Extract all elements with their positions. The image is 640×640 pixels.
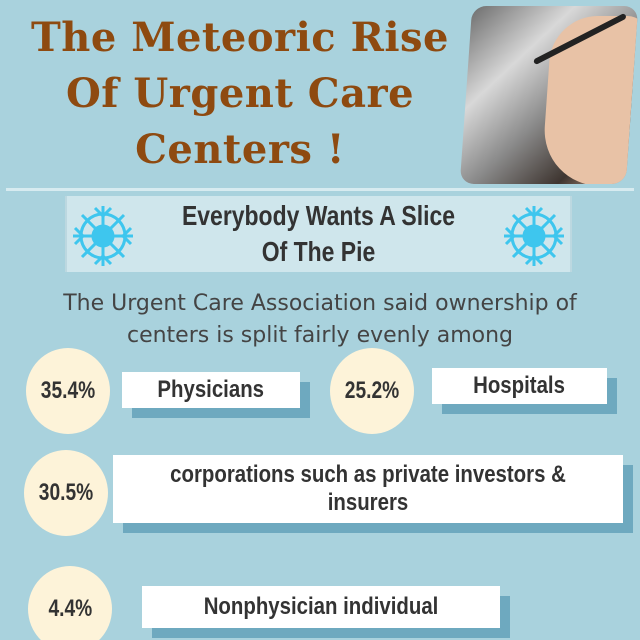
label-box: Nonphysician individual bbox=[142, 586, 500, 628]
title-line: Centers ! bbox=[135, 126, 345, 173]
percent-value: 25.2% bbox=[344, 377, 400, 404]
percent-circle: 30.5% bbox=[24, 450, 108, 536]
banner-line: Of The Pie bbox=[261, 236, 376, 267]
percent-value: 35.4% bbox=[40, 377, 96, 404]
label-box: corporations such as private investors &… bbox=[113, 455, 623, 523]
label-box: Physicians bbox=[122, 372, 300, 408]
ownership-label: corporations such as private investors &… bbox=[170, 461, 566, 516]
percent-circle: 4.4% bbox=[28, 566, 112, 640]
section-banner: Everybody Wants A Slice Of The Pie bbox=[65, 196, 572, 272]
snowflake-icon bbox=[504, 206, 564, 266]
percent-circle: 25.2% bbox=[330, 348, 414, 434]
snowflake-icon bbox=[73, 206, 133, 266]
title-line: The Meteoric Rise bbox=[30, 14, 449, 61]
label-box: Hospitals bbox=[432, 368, 607, 404]
ownership-label: Hospitals bbox=[473, 372, 566, 399]
ownership-label: Nonphysician individual bbox=[203, 593, 439, 620]
banner-heading: Everybody Wants A Slice Of The Pie bbox=[112, 198, 524, 270]
intro-line: The Urgent Care Association said ownersh… bbox=[63, 291, 577, 316]
divider bbox=[6, 188, 634, 191]
percent-value: 30.5% bbox=[38, 479, 94, 506]
hand-image bbox=[540, 16, 639, 184]
banner-line: Everybody Wants A Slice bbox=[181, 200, 456, 231]
tablet-stethoscope-photo bbox=[459, 6, 639, 184]
title-line: Of Urgent Care bbox=[65, 70, 415, 117]
percent-circle: 35.4% bbox=[26, 348, 110, 434]
intro-text: The Urgent Care Association said ownersh… bbox=[0, 288, 640, 352]
main-title: The Meteoric Rise Of Urgent Care Centers… bbox=[0, 10, 480, 178]
ownership-label: Physicians bbox=[157, 376, 265, 403]
percent-value: 4.4% bbox=[48, 595, 92, 622]
intro-line: centers is split fairly evenly among bbox=[126, 323, 514, 348]
